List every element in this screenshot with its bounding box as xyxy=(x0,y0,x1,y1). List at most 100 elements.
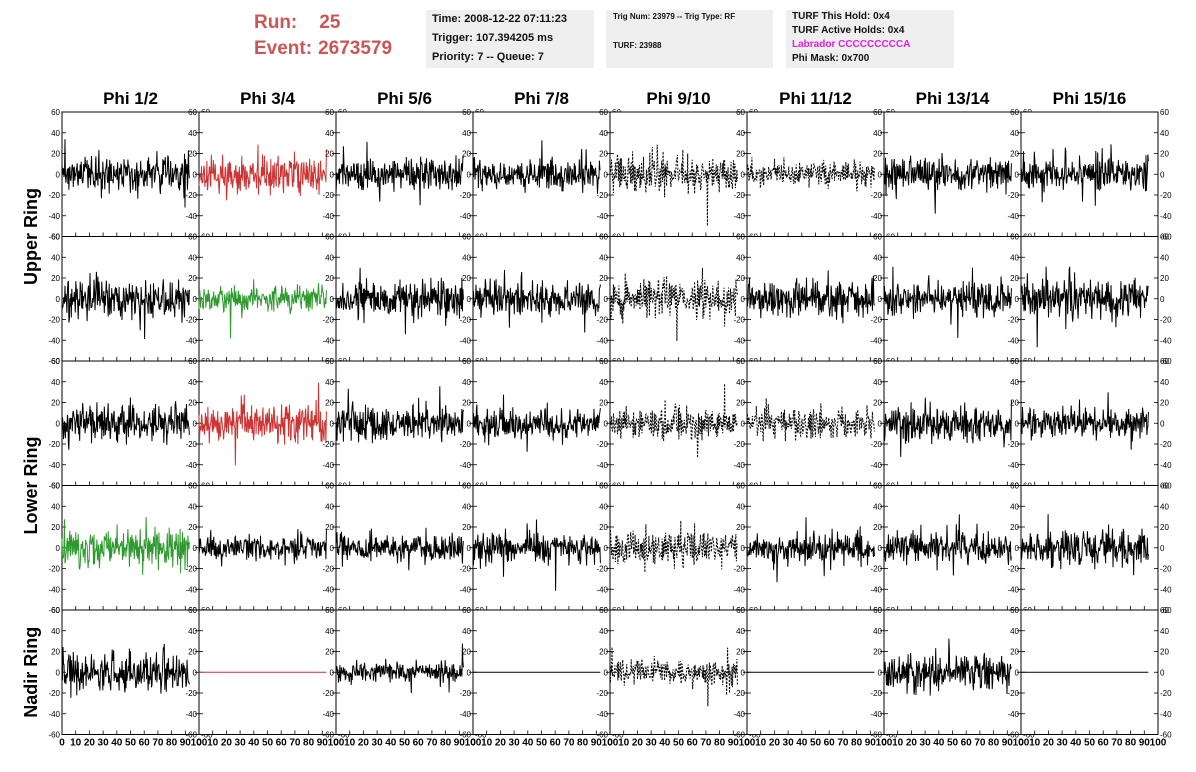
y-tick-label: -40 xyxy=(733,461,745,470)
y-tick-label: 40 xyxy=(873,627,882,636)
waveform-trace xyxy=(61,139,190,208)
x-tick-label: 10 xyxy=(207,738,219,749)
x-tick-label: 50 xyxy=(262,738,274,749)
y-tick-label: -20 xyxy=(870,689,882,698)
y-tick-label: 60 xyxy=(462,482,471,491)
y-tick-label: -20 xyxy=(1160,191,1172,200)
y-tick-label: 40 xyxy=(325,378,334,387)
waveform-trace xyxy=(746,270,875,324)
y-tick-label: 40 xyxy=(325,129,334,138)
y-tick-label: -20 xyxy=(596,689,608,698)
turf-hold-text: TURF This Hold: 0x4 xyxy=(792,11,890,22)
y-tick-label: 40 xyxy=(599,502,608,511)
x-tick-label: 30 xyxy=(920,738,932,749)
y-tick-label: -60 xyxy=(1160,606,1172,615)
x-tick-label: 80 xyxy=(577,738,589,749)
y-tick-label: -20 xyxy=(596,440,608,449)
run-info: Run: 25 Event: 2673579 xyxy=(254,10,392,62)
waveform-trace xyxy=(609,267,738,341)
y-tick-label: -40 xyxy=(1160,212,1172,221)
y-tick-label: 20 xyxy=(736,648,745,657)
y-tick-label: 0 xyxy=(330,295,335,304)
y-tick-label: 0 xyxy=(467,544,472,553)
x-tick-label: 10 xyxy=(481,738,493,749)
y-tick-label: 20 xyxy=(462,399,471,408)
waveform-trace xyxy=(335,643,464,694)
x-tick-label: 20 xyxy=(632,738,644,749)
waveform-trace xyxy=(1020,514,1149,576)
y-tick-label: -60 xyxy=(1160,482,1172,491)
x-tick-label: 90 xyxy=(1139,738,1151,749)
y-tick-label: 60 xyxy=(873,482,882,491)
x-tick-label: 0 xyxy=(196,738,202,749)
y-tick-label: -40 xyxy=(185,585,197,594)
y-tick-label: 20 xyxy=(51,523,60,532)
y-tick-label: 0 xyxy=(193,295,198,304)
y-tick-label: 60 xyxy=(599,233,608,242)
y-tick-label: -40 xyxy=(596,212,608,221)
y-tick-label: 60 xyxy=(1160,606,1169,615)
y-tick-label: -60 xyxy=(1160,357,1172,366)
y-tick-label: -20 xyxy=(48,316,60,325)
y-tick-label: 0 xyxy=(878,295,883,304)
x-tick-label: 80 xyxy=(166,738,178,749)
event-value: 2673579 xyxy=(318,38,393,59)
x-tick-label: 0 xyxy=(333,738,339,749)
x-tick-label: 100 xyxy=(465,738,482,749)
y-tick-label: 0 xyxy=(604,544,609,553)
y-tick-label: 60 xyxy=(736,357,745,366)
y-tick-label: 20 xyxy=(51,648,60,657)
y-tick-label: -40 xyxy=(870,461,882,470)
y-tick-label: 60 xyxy=(873,108,882,117)
y-tick-label: -20 xyxy=(733,440,745,449)
x-tick-label: 50 xyxy=(125,738,137,749)
x-tick-label: 60 xyxy=(687,738,699,749)
waveform-trace xyxy=(198,382,327,466)
y-tick-label: -40 xyxy=(322,710,334,719)
y-tick-label: 20 xyxy=(873,274,882,283)
y-tick-label: -20 xyxy=(459,316,471,325)
y-tick-label: 0 xyxy=(193,544,198,553)
y-tick-label: -40 xyxy=(459,710,471,719)
y-tick-label: 20 xyxy=(1160,150,1169,159)
y-tick-label: 40 xyxy=(1010,129,1019,138)
column-title: Phi 5/6 xyxy=(377,89,432,108)
y-tick-label: 40 xyxy=(873,502,882,511)
phi-mask-text: Phi Mask: 0x700 xyxy=(792,53,870,64)
y-tick-label: 20 xyxy=(325,274,334,283)
x-tick-label: 80 xyxy=(988,738,1000,749)
waveform-trace xyxy=(609,647,738,707)
y-tick-label: -40 xyxy=(1160,585,1172,594)
y-tick-label: -60 xyxy=(1160,731,1172,740)
y-tick-label: -20 xyxy=(1160,440,1172,449)
y-tick-label: -40 xyxy=(322,336,334,345)
y-tick-label: 60 xyxy=(462,233,471,242)
y-tick-label: 60 xyxy=(599,482,608,491)
y-tick-label: 20 xyxy=(599,523,608,532)
y-tick-label: -20 xyxy=(322,440,334,449)
y-tick-label: -40 xyxy=(48,710,60,719)
y-tick-label: -20 xyxy=(1160,565,1172,574)
y-tick-label: -20 xyxy=(459,565,471,574)
y-tick-label: 60 xyxy=(1010,357,1019,366)
x-tick-label: 50 xyxy=(947,738,959,749)
x-tick-label: 30 xyxy=(783,738,795,749)
y-tick-label: 0 xyxy=(878,419,883,428)
y-tick-label: 40 xyxy=(188,502,197,511)
y-tick-label: 20 xyxy=(462,648,471,657)
y-tick-label: -60 xyxy=(1160,233,1172,242)
x-tick-label: 70 xyxy=(289,738,301,749)
y-tick-label: -20 xyxy=(322,316,334,325)
y-tick-label: 40 xyxy=(736,378,745,387)
x-tick-label: 70 xyxy=(1111,738,1123,749)
y-tick-label: -20 xyxy=(596,191,608,200)
x-tick-label: 40 xyxy=(1070,738,1082,749)
y-tick-label: -20 xyxy=(185,565,197,574)
waveform-trace xyxy=(609,144,738,226)
y-tick-label: 20 xyxy=(188,274,197,283)
y-tick-label: 60 xyxy=(188,357,197,366)
y-tick-label: 60 xyxy=(599,108,608,117)
x-tick-label: 40 xyxy=(933,738,945,749)
x-tick-label: 20 xyxy=(358,738,370,749)
labrador-text: Labrador CCCCCCCCCA xyxy=(792,39,911,50)
